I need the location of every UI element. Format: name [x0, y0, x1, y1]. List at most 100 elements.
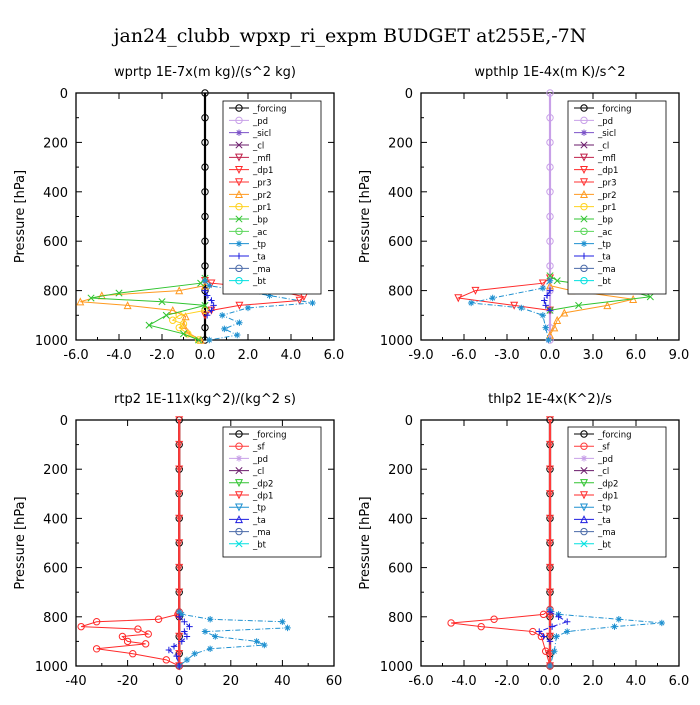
- data-point: [123, 301, 132, 310]
- data-point: [546, 307, 554, 314]
- legend-marker: [580, 442, 588, 450]
- x-tick-label: 2.0: [583, 674, 604, 689]
- legend-marker: [235, 240, 243, 247]
- data-point: [201, 287, 209, 294]
- data-point: [210, 302, 217, 309]
- legend-label: _mfl: [597, 154, 616, 164]
- legend-label: _pr3: [597, 179, 617, 189]
- y-tick-label: 1000: [380, 334, 413, 349]
- data-point: [646, 293, 654, 301]
- legend-marker: [234, 479, 244, 488]
- data-point: [201, 89, 209, 97]
- y-tick-label: 800: [388, 611, 413, 626]
- legend-item: _cl: [574, 141, 609, 152]
- legend-item: _bt: [574, 540, 612, 550]
- legend-label: _tp: [597, 504, 611, 514]
- legend-label: _pd: [252, 455, 268, 465]
- legend-item: _sf: [574, 442, 611, 453]
- data-point: [545, 539, 555, 548]
- data-point: [536, 628, 543, 635]
- data-point: [545, 336, 552, 344]
- legend-item: _ta: [574, 515, 611, 526]
- data-point: [77, 622, 85, 631]
- legend-item: _cl: [574, 467, 609, 477]
- data-point: [551, 648, 558, 655]
- legend-marker: [234, 190, 244, 199]
- data-point: [542, 647, 550, 655]
- legend: _forcing _sf _pd _cl _dp2 _dp1 _tp _ta _ma _bt: [567, 426, 667, 558]
- legend-marker: [235, 455, 243, 462]
- data-point: [176, 613, 183, 620]
- legend-item: _dp2: [574, 479, 618, 489]
- data-point: [611, 623, 618, 630]
- legend-label: _pd: [597, 117, 613, 127]
- legend-marker: [579, 515, 589, 524]
- legend-label: _dp1: [252, 166, 273, 176]
- data-point: [201, 628, 209, 635]
- data-point: [165, 646, 173, 654]
- legend-item: _sf: [229, 442, 266, 453]
- y-axis-label: Pressure [hPa]: [13, 170, 28, 263]
- x-tick-label: -40: [65, 674, 86, 689]
- legend-item: _ac: [229, 227, 267, 238]
- legend-label: _pr2: [252, 191, 272, 201]
- data-point: [178, 611, 185, 618]
- data-point: [546, 237, 554, 245]
- legend-item: _dp1: [229, 491, 273, 502]
- data-point: [178, 638, 185, 645]
- data-point: [546, 272, 554, 280]
- legend-label: _forcing: [252, 431, 287, 441]
- data-point: [183, 633, 191, 640]
- legend-item: _pd: [229, 455, 268, 465]
- data-point: [123, 637, 132, 646]
- legend-label: _ac: [597, 228, 612, 238]
- legend-marker: [579, 178, 589, 187]
- legend-item: _bp: [229, 215, 268, 226]
- legend-marker: [580, 527, 588, 536]
- data-point: [545, 274, 555, 283]
- data-point: [92, 645, 101, 653]
- legend-marker: [580, 202, 588, 211]
- data-point: [219, 312, 226, 319]
- chart-title: rtp2 1E-11x(kg^2)/(kg^2 s): [114, 392, 296, 407]
- legend-item: _cl: [229, 141, 264, 152]
- series-bp: [87, 274, 209, 344]
- data-point: [309, 299, 316, 307]
- data-point: [173, 652, 180, 660]
- legend-marker: [235, 264, 243, 273]
- legend: _forcing _sf _pd _cl _dp2 _dp1 _tp _ta _ma _bt: [222, 426, 322, 558]
- data-point: [175, 632, 184, 641]
- data-point: [201, 212, 209, 221]
- y-tick-label: 800: [388, 285, 413, 300]
- data-point: [235, 301, 244, 310]
- data-point: [181, 618, 188, 625]
- legend: _forcing _pd _sicl _cl _mfl _dp1 _pr3 _pr2 _pr1 _…: [567, 100, 667, 295]
- legend-label: _ac: [252, 228, 267, 238]
- legend-label: _ma: [597, 265, 616, 275]
- data-point: [555, 613, 562, 620]
- data-point: [201, 237, 209, 245]
- legend-marker: [580, 264, 588, 273]
- x-tick-label: 6.0: [626, 348, 647, 363]
- data-point: [175, 323, 183, 332]
- data-point: [175, 588, 184, 597]
- data-point: [169, 316, 177, 324]
- legend-label: _cl: [597, 142, 609, 152]
- series-pr2: [76, 281, 210, 344]
- y-tick-label: 200: [43, 136, 68, 151]
- data-point: [206, 645, 214, 652]
- legend-label: _sicl: [252, 129, 271, 139]
- series-line: [171, 309, 206, 341]
- data-point: [183, 656, 191, 664]
- series-tp: [176, 608, 291, 670]
- y-tick-label: 600: [388, 562, 413, 577]
- y-tick-label: 0: [405, 87, 413, 102]
- legend-marker: [580, 104, 588, 112]
- legend-marker: [579, 491, 589, 500]
- data-point: [546, 188, 554, 196]
- legend-item: _ta: [229, 515, 266, 526]
- legend-item: _forcing: [574, 104, 632, 115]
- legend-item: _forcing: [229, 430, 287, 441]
- x-tick-label: -20: [117, 674, 138, 689]
